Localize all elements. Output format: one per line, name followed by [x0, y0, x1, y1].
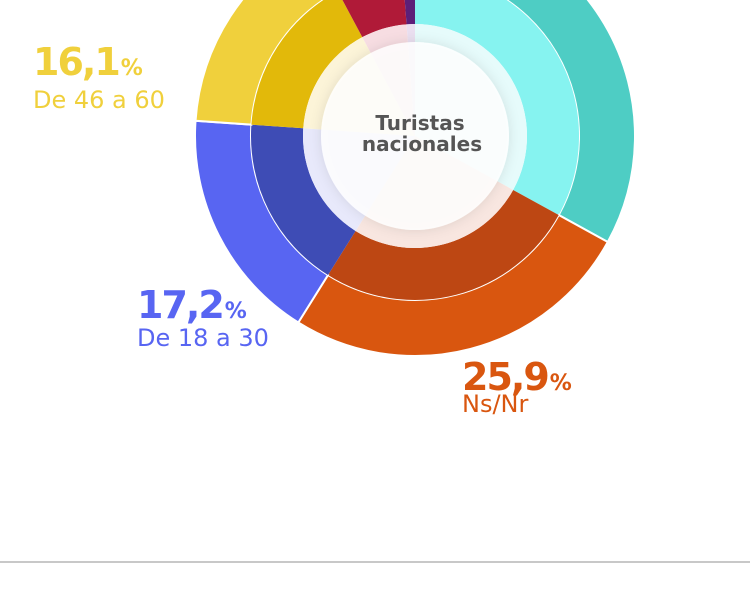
category-label: De 18 a 30 [137, 324, 269, 352]
segment-middle [342, 0, 407, 38]
segment-middle [327, 189, 559, 300]
value-label: 17,2% [137, 283, 247, 327]
segment-middle [404, 0, 415, 25]
center-disc [321, 42, 509, 230]
category-label: Ns/Nr [462, 390, 528, 418]
value-label: 25,9% [462, 355, 572, 399]
segment-middle [251, 124, 356, 276]
segment-middle [251, 0, 363, 129]
center-label: Turistas [375, 111, 464, 135]
segment-middle [415, 0, 579, 216]
value-label: 16,1% [33, 40, 143, 84]
category-label: De 46 a 60 [33, 86, 165, 114]
center-label: nacionales [362, 132, 482, 156]
